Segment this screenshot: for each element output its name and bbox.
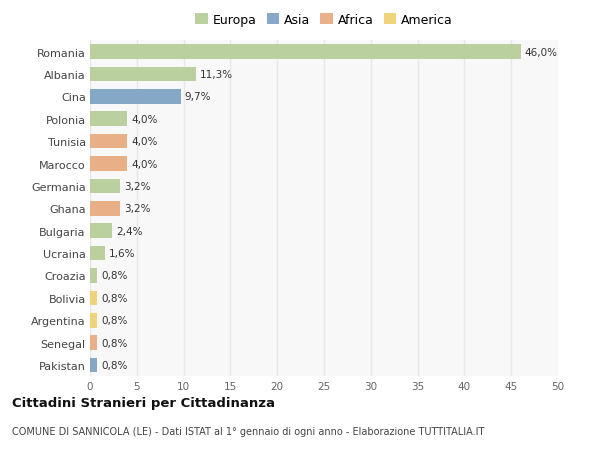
Bar [90, 291, 97, 305]
Text: 3,2%: 3,2% [124, 181, 150, 191]
Text: 9,7%: 9,7% [185, 92, 211, 102]
Bar [90, 112, 127, 127]
Text: 0,8%: 0,8% [101, 360, 128, 370]
Bar [90, 90, 181, 104]
Bar [90, 313, 97, 328]
Text: 46,0%: 46,0% [524, 47, 557, 57]
Text: Cittadini Stranieri per Cittadinanza: Cittadini Stranieri per Cittadinanza [12, 396, 275, 409]
Text: 1,6%: 1,6% [109, 248, 135, 258]
Text: 0,8%: 0,8% [101, 293, 128, 303]
Text: 4,0%: 4,0% [131, 137, 158, 147]
Bar [90, 202, 120, 216]
Bar [90, 134, 127, 149]
Bar [90, 157, 127, 171]
Legend: Europa, Asia, Africa, America: Europa, Asia, Africa, America [190, 9, 458, 32]
Bar [90, 67, 196, 82]
Text: 4,0%: 4,0% [131, 114, 158, 124]
Text: 0,8%: 0,8% [101, 315, 128, 325]
Text: 0,8%: 0,8% [101, 338, 128, 348]
Bar [90, 336, 97, 350]
Bar [90, 45, 521, 60]
Text: 2,4%: 2,4% [116, 226, 143, 236]
Text: 0,8%: 0,8% [101, 271, 128, 281]
Text: 3,2%: 3,2% [124, 204, 150, 214]
Bar [90, 358, 97, 372]
Bar [90, 246, 105, 261]
Text: 11,3%: 11,3% [200, 70, 233, 80]
Bar [90, 179, 120, 194]
Text: COMUNE DI SANNICOLA (LE) - Dati ISTAT al 1° gennaio di ogni anno - Elaborazione : COMUNE DI SANNICOLA (LE) - Dati ISTAT al… [12, 426, 484, 436]
Text: 4,0%: 4,0% [131, 159, 158, 169]
Bar [90, 269, 97, 283]
Bar [90, 224, 112, 238]
